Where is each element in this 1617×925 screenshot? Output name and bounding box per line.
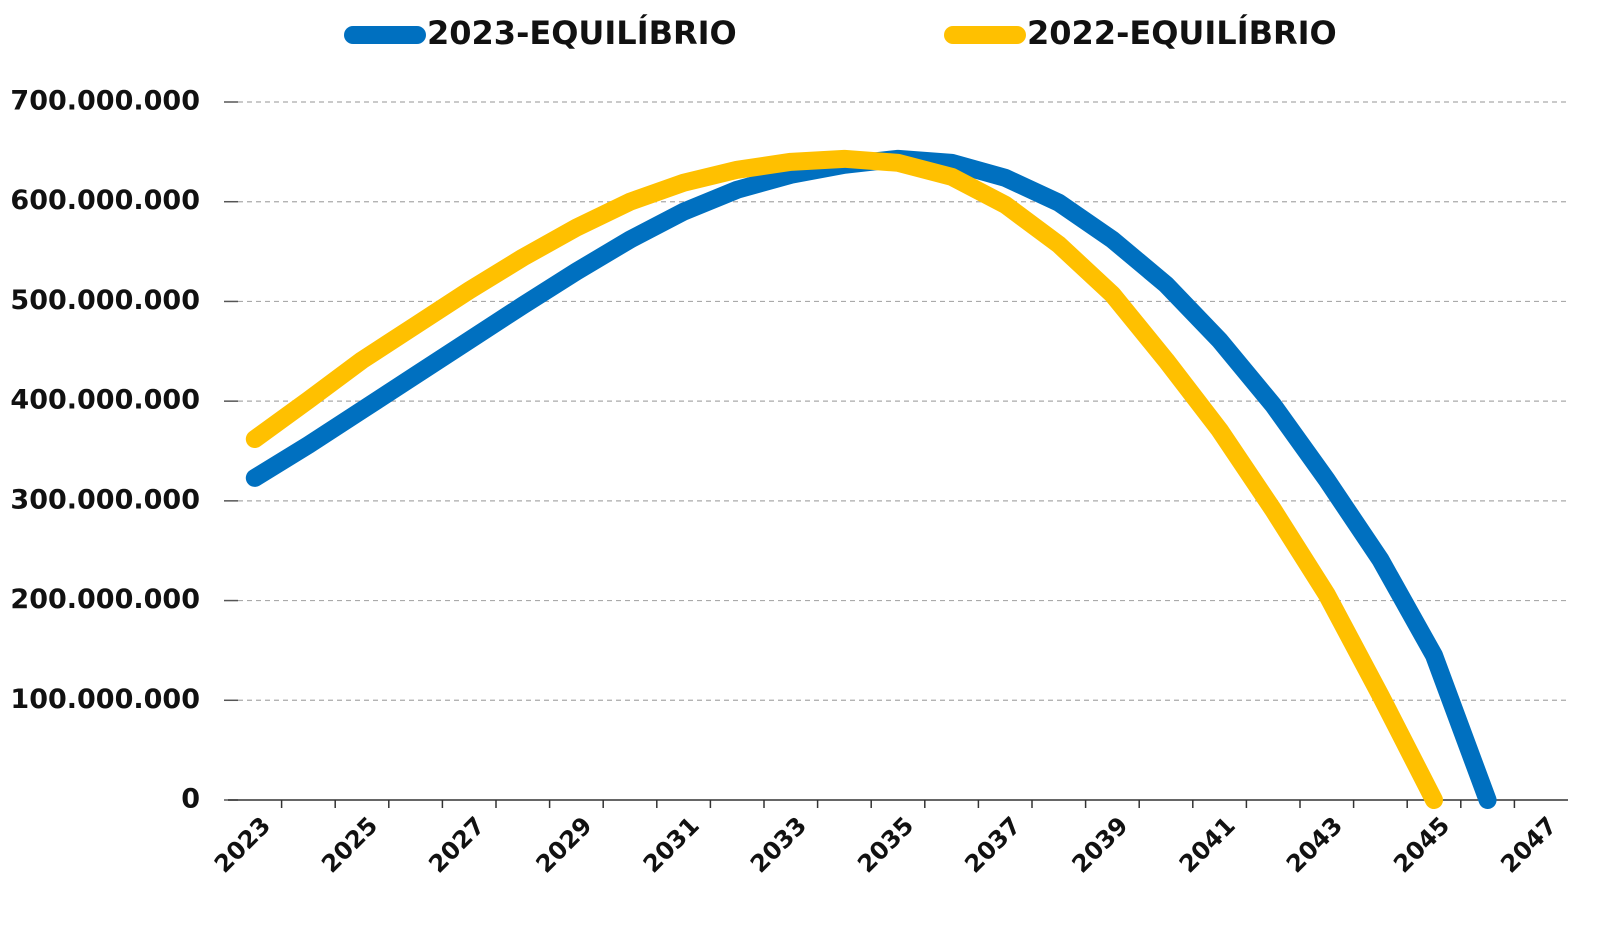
x-tick-label: 2025 — [316, 811, 383, 878]
y-tick-label: 200.000.000 — [10, 584, 200, 615]
series-line — [245, 149, 1497, 809]
y-tick-label: 300.000.000 — [10, 484, 200, 515]
legend-label: 2023-EQUILÍBRIO — [427, 14, 737, 52]
x-tick-label: 2037 — [959, 811, 1026, 878]
y-tick-label: 100.000.000 — [10, 684, 200, 715]
y-tick-label: 0 — [181, 784, 200, 815]
x-tick-label: 2035 — [852, 811, 919, 878]
x-tick-label: 2031 — [638, 811, 705, 878]
x-tick-label: 2023 — [209, 811, 276, 878]
y-tick-label: 400.000.000 — [10, 385, 200, 416]
y-tick-label: 700.000.000 — [10, 86, 200, 117]
x-tick-label: 2047 — [1495, 811, 1562, 878]
x-tick-label: 2033 — [745, 811, 812, 878]
x-tick-label: 2027 — [423, 811, 490, 878]
x-tick-label: 2045 — [1388, 811, 1455, 878]
y-tick-label: 500.000.000 — [10, 285, 200, 316]
series-line — [245, 149, 1443, 809]
x-tick-label: 2043 — [1281, 811, 1348, 878]
y-tick-label: 600.000.000 — [10, 185, 200, 216]
x-tick-label: 2039 — [1067, 811, 1134, 878]
x-tick-label: 2029 — [531, 811, 598, 878]
legend-label: 2022-EQUILÍBRIO — [1027, 14, 1337, 52]
x-tick-label: 2041 — [1174, 811, 1241, 878]
